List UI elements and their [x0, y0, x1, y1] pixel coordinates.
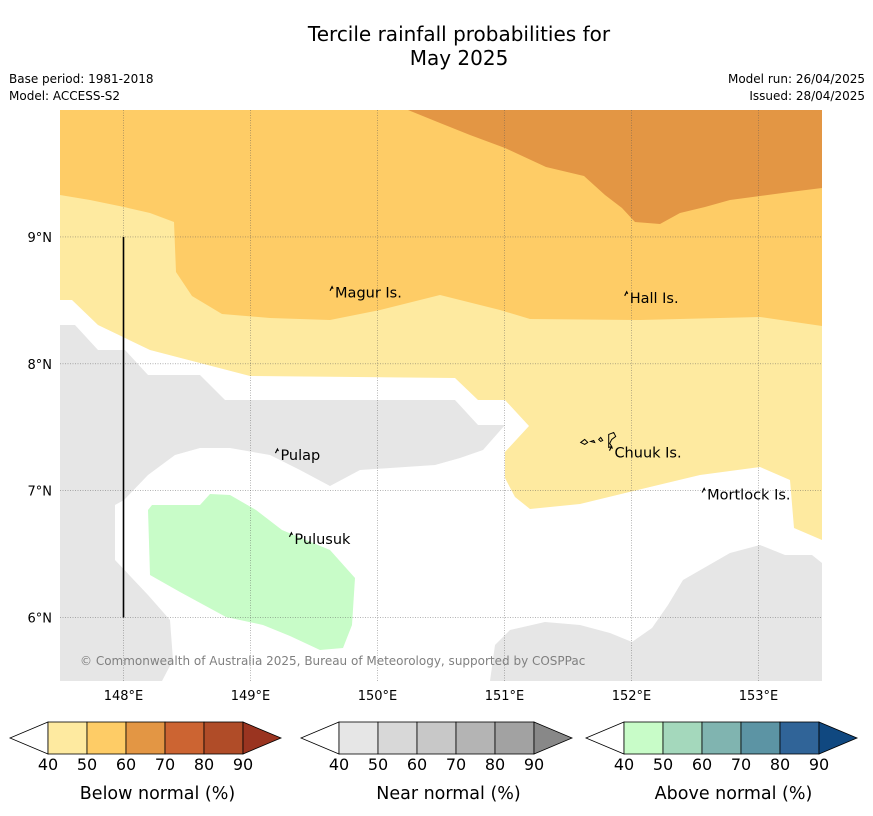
model-name: Model: ACCESS-S2: [9, 89, 121, 103]
colorbar-title: Above normal (%): [655, 784, 813, 804]
chuuk-lagoon-outline: [579, 431, 617, 449]
place-label: Chuuk Is.: [614, 446, 681, 462]
lon-tick-label: 150°E: [358, 689, 398, 704]
colorbar-segment: [494, 721, 535, 755]
island-mark: [701, 487, 706, 493]
meta-left: Base period: 1981-2018 Model: ACCESS-S2: [9, 71, 154, 105]
longitude-tick-labels: 148°E 149°E 150°E 151°E 152°E 153°E: [104, 689, 779, 704]
colorbar-tick-label: 50: [653, 755, 673, 774]
colorbar-tick-label: 40: [614, 755, 634, 774]
issued-date: Issued: 28/04/2025: [749, 89, 865, 103]
colorbar-tick-label: 60: [116, 755, 136, 774]
place-label: Mortlock Is.: [707, 487, 790, 503]
colorbar-title: Near normal (%): [376, 784, 521, 804]
colorbar-segment: [47, 721, 88, 755]
colorbar-left-extension: [8, 721, 49, 755]
colorbar-left-extension: [584, 721, 625, 755]
colorbar-tick-label: 70: [731, 755, 751, 774]
colorbar-segment: [338, 721, 379, 755]
colorbar-tick-label: 80: [770, 755, 790, 774]
lat-tick-label: 9°N: [28, 231, 53, 246]
colorbar-right-extension: [533, 721, 574, 755]
colorbar-segment: [701, 721, 742, 755]
copyright-notice: © Commonwealth of Australia 2025, Bureau…: [80, 654, 585, 668]
title-line-1: Tercile rainfall probabilities for: [307, 22, 611, 46]
island-mark: [274, 447, 279, 454]
model-run: Model run: 26/04/2025: [727, 72, 865, 86]
island-mark: [288, 531, 293, 538]
lon-tick-label: 148°E: [104, 689, 144, 704]
colorbar-tick-label: 90: [524, 755, 544, 774]
colorbar: 40 50 60 70 80 90 Above normal (%): [584, 721, 859, 804]
lon-tick-label: 149°E: [231, 689, 271, 704]
island-mark: [329, 285, 334, 291]
colorbar-segment: [416, 721, 457, 755]
lat-tick-label: 7°N: [28, 485, 53, 500]
lon-tick-label: 152°E: [612, 689, 652, 704]
island-mark: [624, 290, 629, 297]
probability-fields: [60, 110, 822, 681]
map-title: Tercile rainfall probabilities for May 2…: [0, 22, 873, 70]
place-label: Magur Is.: [335, 286, 402, 302]
colorbar-tick-label: 60: [692, 755, 712, 774]
colorbar-segment: [662, 721, 703, 755]
meta-right: Model run: 26/04/2025 Issued: 28/04/2025: [728, 71, 865, 105]
colorbar-right-extension: [818, 721, 859, 755]
lon-tick-label: 153°E: [739, 689, 779, 704]
colorbar-legends: 40 50 60 70 80 90 Below normal (%) 40 50 60 70 80 90…: [8, 721, 859, 804]
colorbar-tick-label: 60: [407, 755, 427, 774]
colorbar-tick-label: 80: [485, 755, 505, 774]
colorbar-title: Below normal (%): [80, 784, 235, 804]
colorbar-segment: [86, 721, 127, 755]
colorbar-segment: [740, 721, 781, 755]
place-label: Pulap: [280, 448, 320, 464]
colorbar-tick-label: 40: [38, 755, 58, 774]
near-normal-east-region: [490, 545, 822, 681]
colorbar-segment: [203, 721, 244, 755]
above-normal-40-50-region: [148, 494, 355, 650]
colorbar-tick-label: 70: [446, 755, 466, 774]
colorbar: 40 50 60 70 80 90 Below normal (%): [8, 721, 283, 804]
place-label: Hall Is.: [630, 291, 679, 307]
title-line-2: May 2025: [409, 46, 509, 70]
colorbar-tick-label: 40: [329, 755, 349, 774]
colorbar-segment: [455, 721, 496, 755]
lat-tick-label: 8°N: [28, 358, 53, 373]
near-normal-west-region: [60, 325, 505, 681]
colorbar-right-extension: [242, 721, 283, 755]
colorbar-segment: [623, 721, 664, 755]
place-labels: Magur Is. Hall Is. Pulap Chuuk Is. Mortlock …: [280, 286, 790, 548]
below-normal-60-70-region: [408, 110, 822, 224]
colorbar-segment: [779, 721, 820, 755]
colorbar-segment: [377, 721, 418, 755]
lat-tick-label: 6°N: [28, 612, 53, 627]
colorbar-tick-label: 90: [809, 755, 829, 774]
colorbar-left-extension: [299, 721, 340, 755]
colorbar-segment: [164, 721, 205, 755]
colorbar-segment: [125, 721, 166, 755]
island-outlines: [274, 285, 706, 538]
place-label: Pulusuk: [294, 532, 351, 548]
colorbar-tick-label: 70: [155, 755, 175, 774]
colorbar-tick-label: 50: [77, 755, 97, 774]
colorbar-tick-label: 90: [233, 755, 253, 774]
lon-tick-label: 151°E: [485, 689, 525, 704]
latitude-tick-labels: 9°N 8°N 7°N 6°N: [28, 231, 53, 627]
colorbar-tick-label: 80: [194, 755, 214, 774]
colorbar-tick-label: 50: [368, 755, 388, 774]
base-period: Base period: 1981-2018: [9, 72, 154, 86]
